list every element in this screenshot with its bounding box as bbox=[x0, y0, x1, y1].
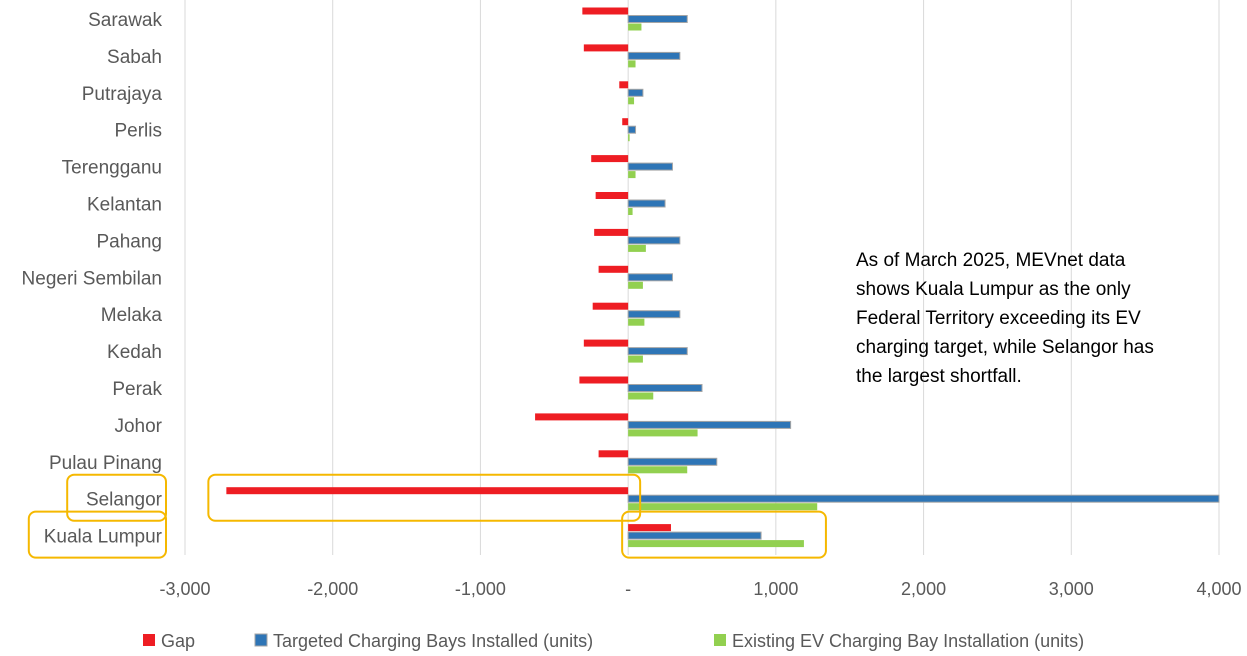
x-tick-label-0: -3,000 bbox=[159, 579, 210, 599]
x-tick-label-7: 4,000 bbox=[1196, 579, 1241, 599]
highlight-boxes bbox=[27, 473, 827, 559]
bar-targeted-charging-bays-installed-units-kedah bbox=[627, 347, 688, 356]
category-label-pahang: Pahang bbox=[96, 231, 162, 252]
bar-existing-ev-charging-bay-installation-units-kelantan bbox=[628, 208, 633, 215]
bar-targeted-charging-bays-installed-units-perlis bbox=[627, 125, 637, 134]
category-label-terengganu: Terengganu bbox=[62, 158, 162, 179]
x-tick-labels: -3,000 -2,000 -1,000-1,000 2,000 3,000 4,000 bbox=[159, 579, 1241, 599]
bar-existing-ev-charging-bay-installation-units-sabah bbox=[628, 60, 636, 68]
bar-existing-ev-charging-bay-installation-units-johor bbox=[628, 429, 698, 437]
category-label-kelantan: Kelantan bbox=[87, 195, 162, 216]
legend-label-existing-ev-charging-bay-installation-units: Existing EV Charging Bay Installation (u… bbox=[732, 631, 1084, 651]
category-label-sarawak: Sarawak bbox=[88, 10, 162, 31]
bar-targeted-charging-bays-installed-units-perak bbox=[627, 384, 703, 392]
category-labels: Sarawak Sabah Putrajaya Perlis Terengganu Kel… bbox=[22, 10, 163, 548]
bar-gap-sarawak bbox=[582, 7, 629, 15]
bar-targeted-charging-bays-installed-units-kelantan bbox=[627, 199, 666, 208]
bar-gap-sabah bbox=[583, 44, 629, 52]
legend-label-gap: Gap bbox=[161, 631, 195, 651]
bar-gap-melaka bbox=[592, 302, 629, 310]
bar-gap-kelantan bbox=[595, 192, 629, 199]
legend: Gap Targeted Charging Bays Installed (uni… bbox=[143, 631, 1084, 651]
bar-gap-pahang bbox=[594, 228, 629, 236]
bar-gap-kuala-lumpur bbox=[628, 524, 671, 532]
bar-gap-putrajaya bbox=[619, 81, 629, 89]
bars bbox=[226, 7, 1220, 548]
bar-existing-ev-charging-bay-installation-units-terengganu bbox=[628, 171, 636, 179]
bar-gap-kedah bbox=[583, 339, 629, 347]
bar-existing-ev-charging-bay-installation-units-pahang bbox=[628, 244, 646, 252]
bar-gap-perlis bbox=[622, 118, 629, 126]
category-label-pulau-pinang: Pulau Pinang bbox=[49, 453, 162, 474]
bar-targeted-charging-bays-installed-units-melaka bbox=[627, 310, 681, 319]
bar-targeted-charging-bays-installed-units-putrajaya bbox=[627, 88, 644, 97]
bar-existing-ev-charging-bay-installation-units-kuala-lumpur bbox=[628, 540, 804, 548]
x-tick-label-6: 3,000 bbox=[1049, 579, 1094, 599]
bar-existing-ev-charging-bay-installation-units-negeri-sembilan bbox=[628, 281, 643, 289]
category-label-negeri-sembilan: Negeri Sembilan bbox=[22, 268, 162, 289]
bar-targeted-charging-bays-installed-units-selangor bbox=[627, 494, 1220, 503]
bar-targeted-charging-bays-installed-units-negeri-sembilan bbox=[627, 273, 673, 282]
category-label-melaka: Melaka bbox=[101, 305, 163, 326]
bar-gap-negeri-sembilan bbox=[598, 265, 629, 273]
x-tick-label-3: - bbox=[625, 579, 631, 599]
bar-targeted-charging-bays-installed-units-sarawak bbox=[627, 15, 688, 23]
highlight-label-kuala-lumpur bbox=[27, 510, 167, 559]
highlight-bars-kuala-lumpur bbox=[621, 510, 827, 559]
category-label-kuala-lumpur: Kuala Lumpur bbox=[44, 527, 163, 548]
bar-targeted-charging-bays-installed-units-pulau-pinang bbox=[627, 457, 718, 466]
legend-swatch-gap bbox=[143, 634, 155, 646]
legend-swatch-targeted-charging-bays-installed-units bbox=[254, 633, 268, 647]
highlight-bars-selangor bbox=[207, 473, 642, 522]
category-label-perlis: Perlis bbox=[114, 121, 162, 142]
bar-existing-ev-charging-bay-installation-units-melaka bbox=[628, 318, 645, 326]
category-label-putrajaya: Putrajaya bbox=[82, 84, 163, 105]
bar-targeted-charging-bays-installed-units-pahang bbox=[627, 236, 681, 245]
bar-targeted-charging-bays-installed-units-terengganu bbox=[627, 162, 673, 171]
x-tick-label-4: 1,000 bbox=[753, 579, 798, 599]
bar-existing-ev-charging-bay-installation-units-perak bbox=[628, 392, 654, 400]
bar-existing-ev-charging-bay-installation-units-perlis bbox=[628, 134, 630, 142]
highlight-label-selangor bbox=[66, 473, 167, 522]
bar-targeted-charging-bays-installed-units-johor bbox=[627, 420, 792, 429]
x-tick-label-2: -1,000 bbox=[455, 579, 506, 599]
category-label-johor: Johor bbox=[114, 416, 162, 437]
category-label-kedah: Kedah bbox=[107, 342, 162, 363]
category-label-sabah: Sabah bbox=[107, 47, 162, 68]
bar-existing-ev-charging-bay-installation-units-selangor bbox=[628, 503, 818, 511]
bar-gap-pulau-pinang bbox=[598, 450, 629, 458]
annotation-text: As of March 2025, MEVnet data shows Kual… bbox=[856, 250, 1154, 387]
bar-gap-terengganu bbox=[591, 155, 629, 163]
x-tick-label-5: 2,000 bbox=[901, 579, 946, 599]
bar-existing-ev-charging-bay-installation-units-kedah bbox=[628, 355, 643, 363]
bar-existing-ev-charging-bay-installation-units-pulau-pinang bbox=[628, 466, 688, 474]
x-tick-label-1: -2,000 bbox=[307, 579, 358, 599]
bar-targeted-charging-bays-installed-units-kuala-lumpur bbox=[627, 531, 762, 540]
bar-existing-ev-charging-bay-installation-units-putrajaya bbox=[628, 97, 635, 105]
bar-gap-selangor bbox=[226, 487, 629, 495]
bar-existing-ev-charging-bay-installation-units-sarawak bbox=[628, 23, 642, 31]
legend-label-targeted-charging-bays-installed-units: Targeted Charging Bays Installed (units) bbox=[273, 631, 593, 651]
category-label-selangor: Selangor bbox=[86, 490, 163, 511]
bar-targeted-charging-bays-installed-units-sabah bbox=[627, 51, 681, 60]
legend-swatch-existing-ev-charging-bay-installation-units bbox=[714, 634, 726, 646]
bar-gap-johor bbox=[535, 413, 629, 421]
bar-gap-perak bbox=[579, 376, 629, 384]
category-label-perak: Perak bbox=[112, 379, 162, 400]
